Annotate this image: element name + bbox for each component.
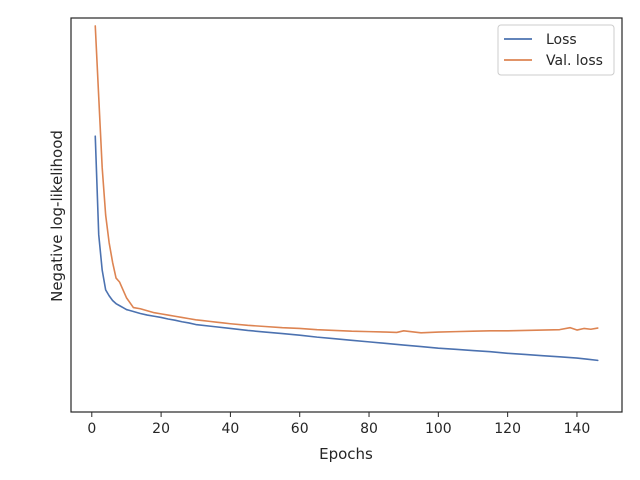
- series-line-val-loss: [94, 25, 599, 334]
- x-tick-label: 40: [221, 421, 239, 437]
- x-tick-label: 80: [360, 421, 378, 437]
- x-axis: 0 20 40 60 80 100 120 140: [87, 412, 590, 437]
- series-line-loss: [94, 135, 599, 362]
- x-tick-label: 60: [291, 421, 309, 437]
- y-axis-label: Negative log-likelihood: [48, 130, 66, 302]
- legend-label: Loss: [546, 32, 577, 48]
- plot-frame: [70, 17, 623, 413]
- x-tick-label: 100: [425, 421, 452, 437]
- legend: Loss Val. loss: [497, 24, 615, 76]
- legend-label: Val. loss: [546, 53, 603, 69]
- x-axis-label: Epochs: [319, 445, 373, 463]
- x-tick-label: 120: [494, 421, 521, 437]
- legend-box: [497, 24, 615, 76]
- x-tick-label: 140: [564, 421, 591, 437]
- x-tick-label: 0: [87, 421, 96, 437]
- plot-area: [70, 17, 623, 413]
- x-tick-label: 20: [152, 421, 170, 437]
